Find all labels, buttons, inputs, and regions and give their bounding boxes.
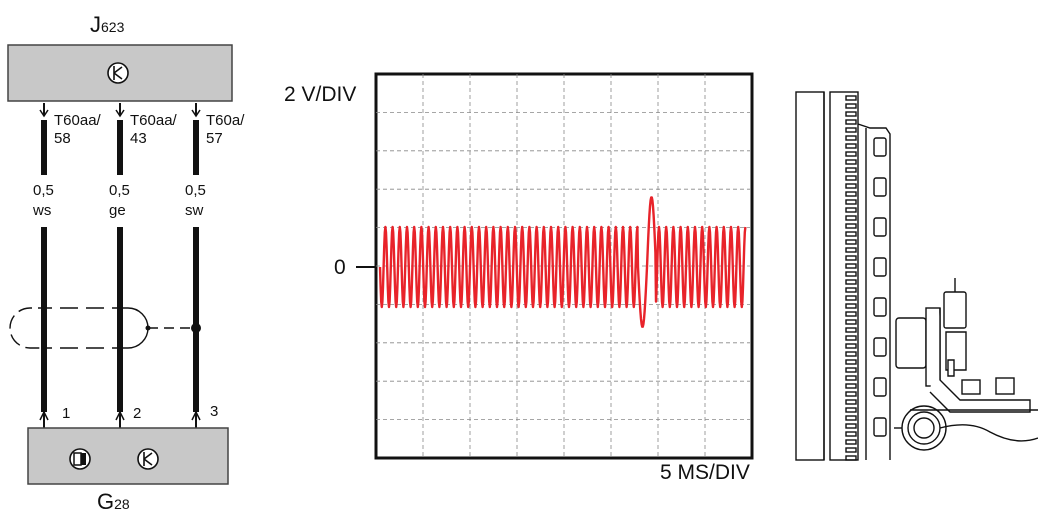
flywheel-tooth	[845, 183, 857, 189]
wire-2-color: ge	[109, 202, 126, 219]
flywheel-tooth	[845, 263, 857, 269]
flywheel-tooth	[845, 95, 857, 101]
flywheel-slot	[873, 137, 887, 157]
wire-1-connector: T60aa/	[54, 112, 101, 129]
flywheel-slot	[873, 297, 887, 317]
flywheel-tooth	[845, 127, 857, 133]
flywheel-tooth	[845, 199, 857, 205]
time-div-label: 5 MS/DIV	[660, 461, 750, 484]
volt-div-label: 2 V/DIV	[284, 83, 357, 106]
flywheel-tooth	[845, 167, 857, 173]
flywheel-slot	[873, 377, 887, 397]
sensor-subscript: 28	[114, 496, 130, 512]
signal-trace	[378, 196, 747, 328]
flywheel-tooth	[845, 407, 857, 413]
wire-2-connector: T60aa/	[130, 112, 177, 129]
flywheel-tooth	[845, 327, 857, 333]
flywheel-tooth	[845, 279, 857, 285]
flywheel-tooth	[845, 351, 857, 357]
flywheel-tooth	[845, 303, 857, 309]
flywheel-tooth	[845, 375, 857, 381]
scope-svg: 0	[334, 72, 754, 460]
flywheel-section	[795, 91, 891, 461]
flywheel-tooth	[845, 343, 857, 349]
bolt-circle	[894, 405, 947, 451]
flywheel-tooth	[845, 319, 857, 325]
transistor-icon	[137, 448, 159, 470]
wire-1-sensor-pin: 1	[62, 405, 71, 422]
wire-3-sensor-pin: 3	[210, 403, 219, 420]
flywheel-tooth	[845, 455, 857, 461]
flywheel-tooth	[845, 311, 857, 317]
flywheel-slot	[873, 337, 887, 357]
flywheel-tooth	[845, 335, 857, 341]
flywheel-tooth	[845, 359, 857, 365]
wire-3-pin: 57	[206, 130, 223, 147]
wire-1	[39, 103, 49, 428]
wire-3	[191, 103, 201, 428]
wire-3-connector: T60a/	[206, 112, 245, 129]
flywheel-tooth	[845, 191, 857, 197]
speed-sensor-part	[895, 278, 1038, 442]
flywheel-tooth	[845, 175, 857, 181]
flywheel-slot	[873, 177, 887, 197]
flywheel-tooth	[845, 111, 857, 117]
flywheel-tooth	[845, 159, 857, 165]
flywheel-tooth	[845, 447, 857, 453]
flywheel-tooth	[845, 143, 857, 149]
sensor-label: G28	[97, 491, 130, 513]
flywheel-tooth	[845, 231, 857, 237]
control-unit-subscript: 623	[101, 19, 125, 35]
flywheel-tooth	[845, 119, 857, 125]
control-unit-name: J	[90, 12, 101, 37]
flywheel-tooth	[845, 431, 857, 437]
flywheel-slot	[873, 217, 887, 237]
cable-shield	[9, 307, 201, 349]
flywheel-tooth	[845, 271, 857, 277]
wire-2-size: 0,5	[109, 182, 130, 199]
sensor-element-icon	[69, 448, 91, 470]
flywheel-tooth	[845, 135, 857, 141]
flywheel-tooth	[845, 151, 857, 157]
flywheel-tooth	[845, 367, 857, 373]
flywheel-tooth	[845, 415, 857, 421]
flywheel-tooth	[845, 223, 857, 229]
zero-label: 0	[334, 256, 346, 279]
control-unit-label: J623	[90, 14, 124, 36]
wire-2	[115, 103, 125, 428]
flywheel-slot	[873, 257, 887, 277]
flywheel-tooth	[845, 247, 857, 253]
flywheel-tooth	[845, 383, 857, 389]
sensor-box	[27, 427, 229, 485]
flywheel-tooth	[845, 255, 857, 261]
wiring-svg	[7, 44, 233, 485]
flywheel-tooth	[845, 103, 857, 109]
flywheel-tooth	[845, 215, 857, 221]
wire-3-size: 0,5	[185, 182, 206, 199]
sensor-mounting-drawing	[795, 91, 1038, 461]
wire-1-color: ws	[33, 202, 52, 219]
flywheel-tooth	[845, 287, 857, 293]
transistor-icon	[107, 62, 129, 84]
flywheel-tooth	[845, 423, 857, 429]
flywheel-tooth	[845, 239, 857, 245]
wire-1-pin: 58	[54, 130, 71, 147]
flywheel-tooth	[845, 207, 857, 213]
wire-1-size: 0,5	[33, 182, 54, 199]
flywheel-tooth	[845, 399, 857, 405]
flywheel-slot	[873, 417, 887, 437]
wire-2-pin: 43	[130, 130, 147, 147]
flywheel-tooth	[845, 295, 857, 301]
flywheel-tooth	[845, 391, 857, 397]
flywheel-tooth	[845, 439, 857, 445]
wire-3-color: sw	[185, 202, 204, 219]
wire-2-sensor-pin: 2	[133, 405, 142, 422]
sensor-name: G	[97, 489, 115, 514]
